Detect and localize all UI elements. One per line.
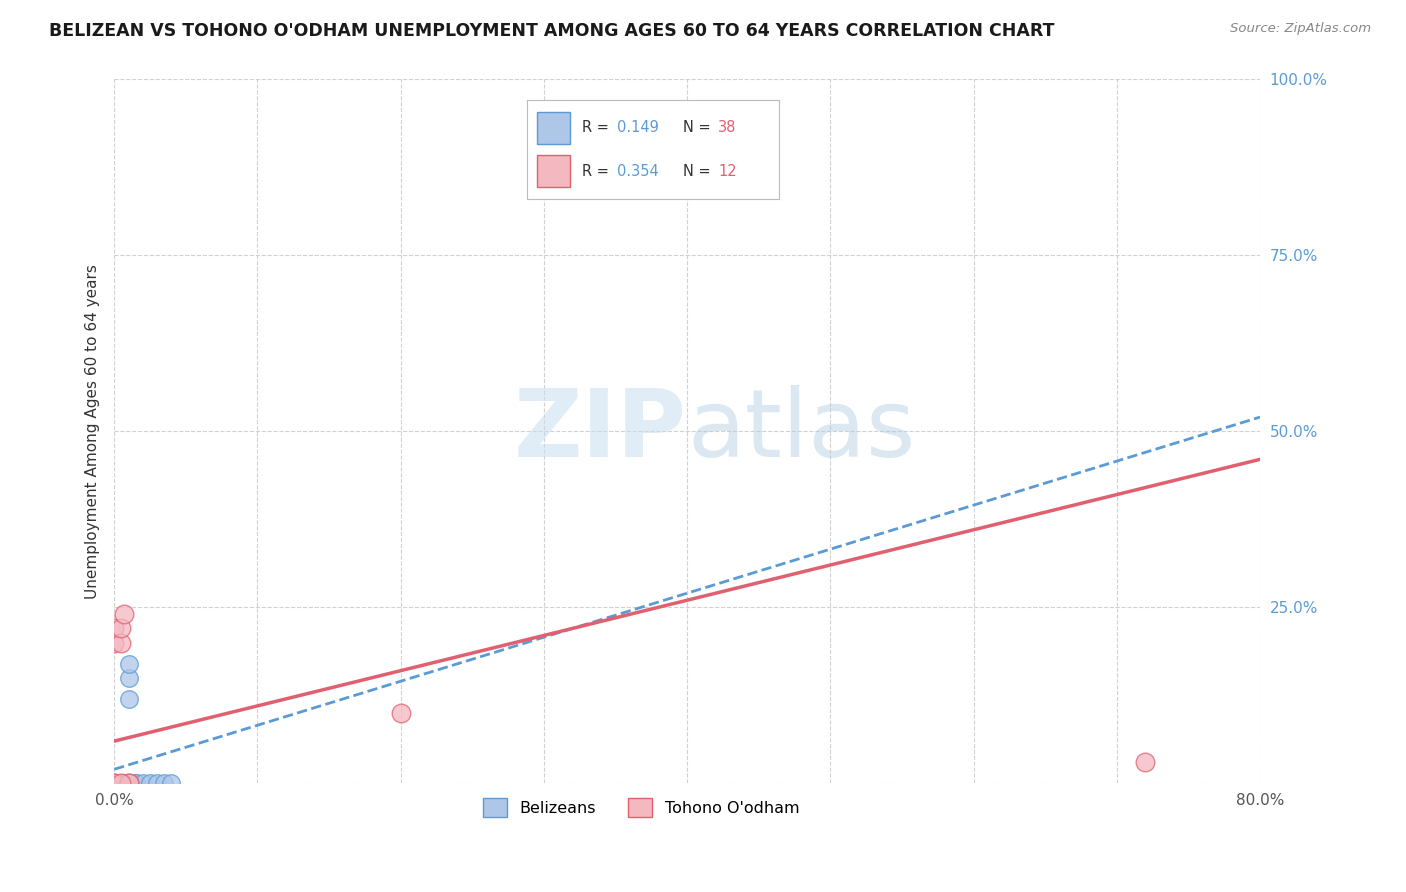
- Point: [103, 776, 125, 790]
- Point: [153, 776, 176, 790]
- Point: [146, 776, 169, 790]
- Point: [110, 622, 132, 636]
- Text: atlas: atlas: [688, 385, 915, 477]
- Point: [103, 776, 125, 790]
- Point: [389, 706, 412, 720]
- Point: [107, 776, 129, 790]
- Point: [103, 622, 125, 636]
- Text: Source: ZipAtlas.com: Source: ZipAtlas.com: [1230, 22, 1371, 36]
- Point: [103, 776, 125, 790]
- Point: [103, 635, 125, 649]
- Point: [103, 776, 125, 790]
- Point: [103, 776, 125, 790]
- Point: [107, 776, 129, 790]
- Point: [124, 776, 146, 790]
- Point: [103, 776, 125, 790]
- Point: [103, 776, 125, 790]
- Text: BELIZEAN VS TOHONO O'ODHAM UNEMPLOYMENT AMONG AGES 60 TO 64 YEARS CORRELATION CH: BELIZEAN VS TOHONO O'ODHAM UNEMPLOYMENT …: [49, 22, 1054, 40]
- Point: [117, 776, 139, 790]
- Point: [103, 776, 125, 790]
- Point: [124, 776, 146, 790]
- Point: [110, 776, 132, 790]
- Point: [117, 657, 139, 671]
- Point: [110, 776, 132, 790]
- Point: [103, 776, 125, 790]
- Point: [110, 635, 132, 649]
- Point: [117, 776, 139, 790]
- Legend: Belizeans, Tohono O'odham: Belizeans, Tohono O'odham: [475, 790, 807, 825]
- Point: [103, 776, 125, 790]
- Point: [160, 776, 183, 790]
- Point: [103, 776, 125, 790]
- Point: [103, 776, 125, 790]
- Point: [107, 776, 129, 790]
- Point: [110, 776, 132, 790]
- Point: [103, 776, 125, 790]
- Point: [112, 776, 135, 790]
- Point: [103, 776, 125, 790]
- Point: [103, 776, 125, 790]
- Point: [103, 776, 125, 790]
- Point: [132, 776, 155, 790]
- Point: [1135, 756, 1157, 770]
- Point: [103, 776, 125, 790]
- Point: [103, 776, 125, 790]
- Point: [139, 776, 162, 790]
- Point: [103, 776, 125, 790]
- Point: [117, 671, 139, 685]
- Point: [103, 776, 125, 790]
- Point: [103, 776, 125, 790]
- Point: [112, 776, 135, 790]
- Point: [103, 776, 125, 790]
- Point: [112, 607, 135, 622]
- Y-axis label: Unemployment Among Ages 60 to 64 years: Unemployment Among Ages 60 to 64 years: [86, 264, 100, 599]
- Text: ZIP: ZIP: [515, 385, 688, 477]
- Point: [117, 691, 139, 706]
- Point: [110, 776, 132, 790]
